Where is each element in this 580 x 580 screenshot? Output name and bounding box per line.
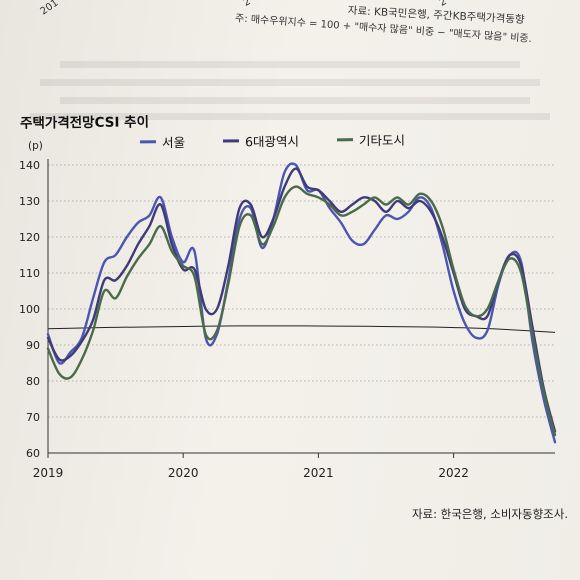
y-tick-label: 60 — [26, 447, 40, 460]
bleed-line — [40, 79, 540, 86]
y-tick-label: 80 — [26, 375, 40, 388]
source-note-bottom: 자료: 한국은행, 소비자동향조사. — [411, 507, 568, 521]
y-tick-label: 120 — [19, 231, 40, 244]
y-tick-label: 130 — [19, 195, 40, 208]
series-line-other — [46, 185, 557, 437]
bleed-line — [60, 97, 530, 104]
y-tick-label: 100 — [19, 303, 40, 316]
x-tick-label: 2019 — [33, 466, 64, 480]
y-tick-label: 70 — [26, 411, 40, 424]
y-tick-label: 140 — [19, 159, 40, 172]
y-axis-unit: (p) — [28, 140, 43, 152]
x-tick-label: 2021 — [303, 466, 334, 480]
bleed-line — [60, 61, 520, 68]
bleed-line — [30, 113, 550, 120]
y-tick-label: 110 — [19, 267, 40, 280]
bleed-through-text — [30, 61, 550, 120]
series-line-seoul — [46, 162, 557, 444]
x-tick-label: 2022 — [438, 466, 469, 480]
reference-line — [47, 325, 556, 333]
y-tick-label: 90 — [26, 339, 40, 352]
series-line-metro6 — [46, 167, 557, 433]
x-tick-label: 2020 — [168, 466, 199, 480]
